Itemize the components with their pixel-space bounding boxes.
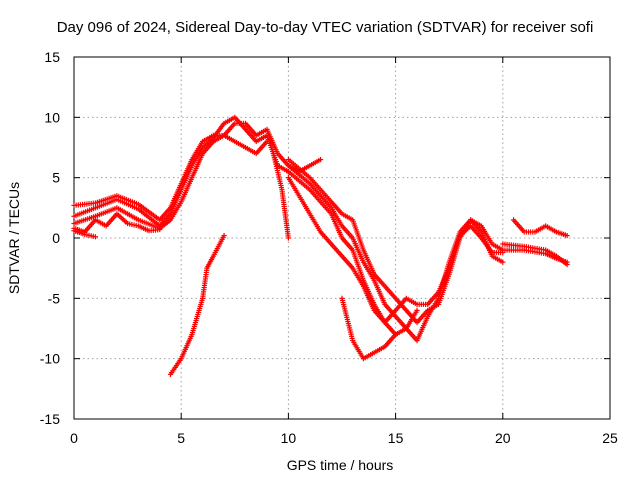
x-tick-label: 15 (388, 430, 404, 446)
series-track-12 (339, 295, 420, 362)
series-track-5 (71, 228, 99, 240)
y-tick-label: -15 (40, 411, 60, 427)
series-track-3 (71, 132, 270, 231)
x-tick-label: 20 (495, 430, 511, 446)
x-axis-label: GPS time / hours (287, 457, 394, 473)
data-points (71, 114, 570, 377)
y-tick-label: 10 (44, 109, 60, 125)
series-track-13 (510, 217, 570, 239)
data-point (157, 226, 163, 233)
data-point (221, 232, 227, 239)
series-track-6 (167, 232, 227, 377)
chart-title: Day 096 of 2024, Sidereal Day-to-day VTE… (57, 19, 594, 36)
y-tick-label: 15 (44, 49, 60, 65)
series-track-11 (285, 175, 399, 338)
x-axis-ticks: 0 5 10 15 20 25 (70, 57, 618, 446)
data-point (285, 235, 291, 241)
data-point (564, 259, 570, 265)
series-track-15 (500, 247, 570, 265)
x-tick-label: 25 (602, 430, 618, 446)
y-axis-label: SDTVAR / TECUs (6, 182, 22, 294)
series-track-8 (285, 156, 506, 326)
y-tick-label: -5 (48, 290, 61, 306)
series-track-10 (285, 169, 506, 326)
data-point (414, 307, 420, 313)
y-tick-label: 5 (52, 170, 60, 186)
y-tick-label: 0 (52, 230, 60, 246)
y-axis-ticks: 15 10 5 0 -5 -10 -15 (40, 49, 610, 427)
x-tick-label: 10 (281, 430, 297, 446)
data-point (264, 138, 270, 145)
data-point (564, 232, 570, 239)
x-tick-label: 5 (177, 430, 185, 446)
series-track-7 (270, 150, 291, 241)
data-point (500, 259, 506, 265)
x-tick-label: 0 (70, 430, 78, 446)
data-point (317, 156, 324, 163)
y-tick-label: -10 (40, 351, 60, 367)
data-point (92, 234, 99, 240)
